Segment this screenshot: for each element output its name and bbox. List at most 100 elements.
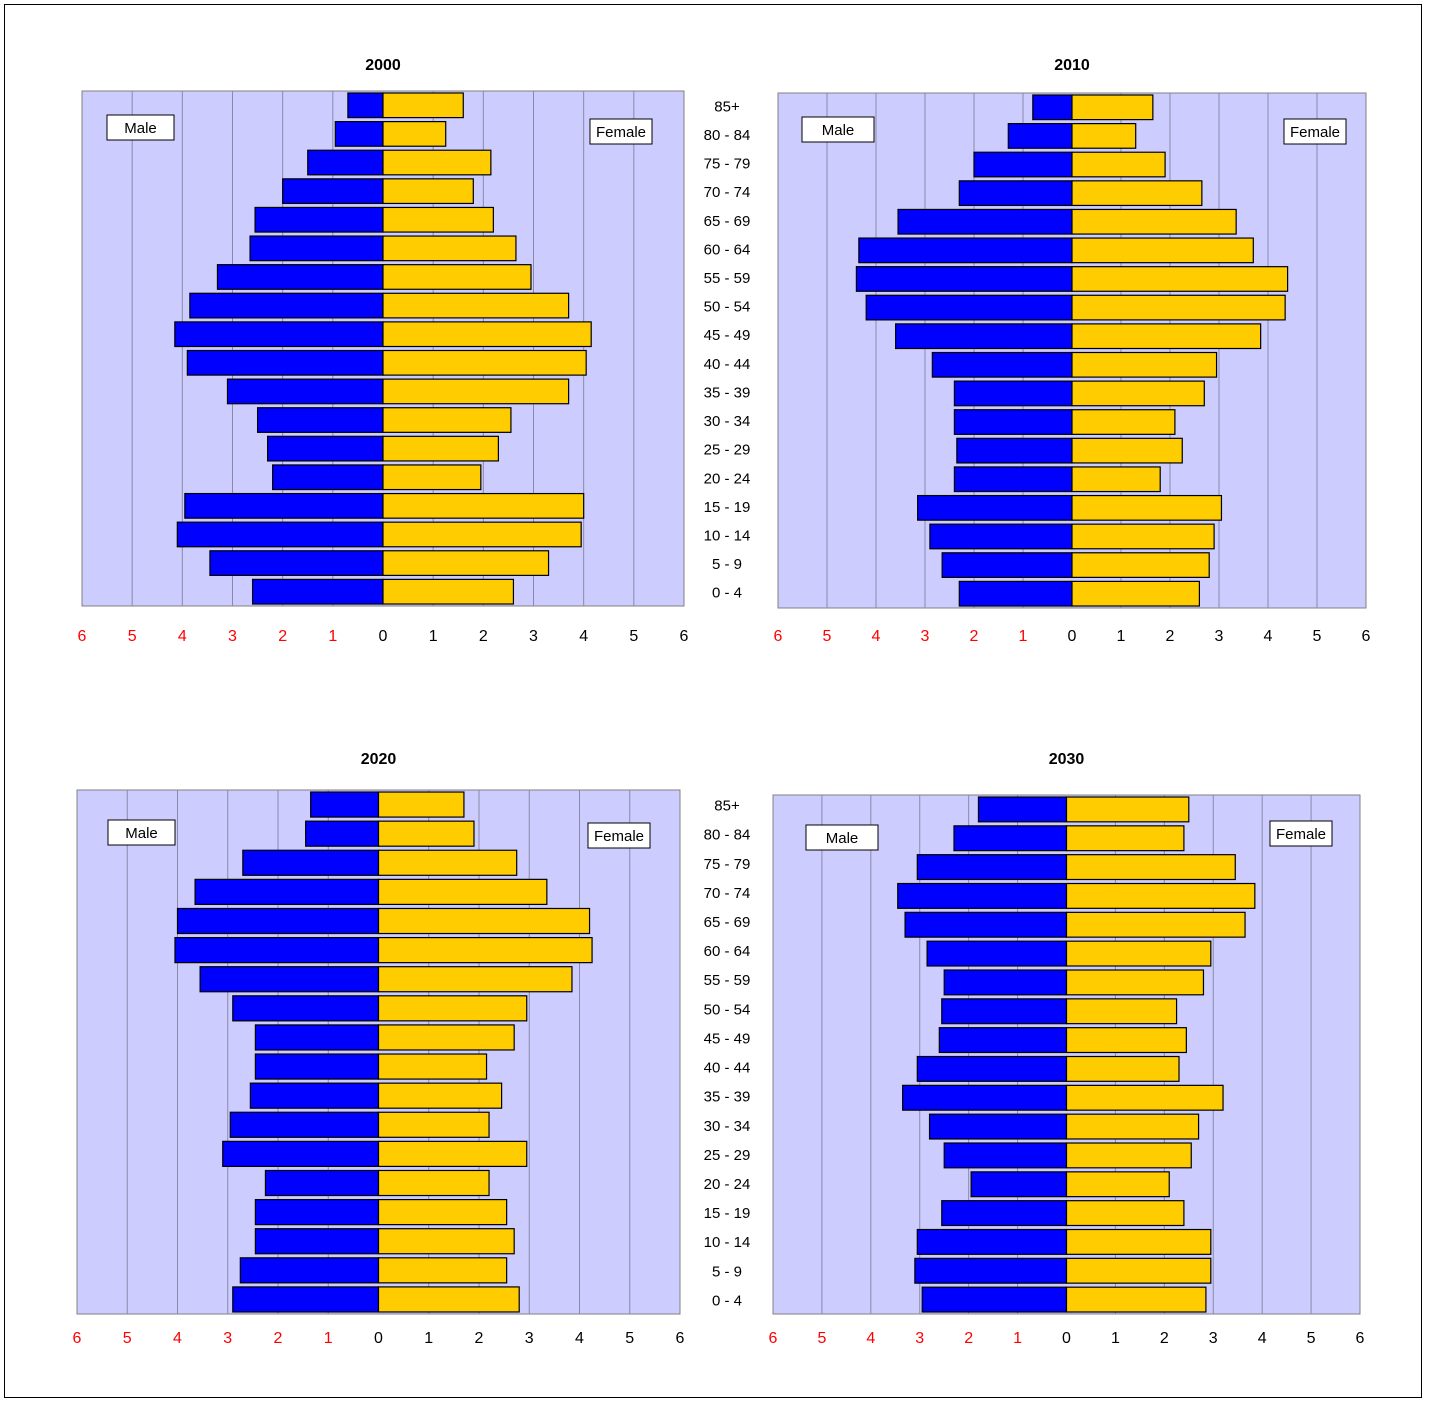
bar-male xyxy=(175,938,379,963)
x-tick-label: 2 xyxy=(1166,628,1175,645)
x-tick-label: 1 xyxy=(1013,1330,1022,1347)
bar-male xyxy=(922,1287,1066,1312)
bar-female xyxy=(383,122,446,147)
x-tick-label: 5 xyxy=(1313,628,1322,645)
bar-female xyxy=(1072,410,1175,435)
bar-female xyxy=(383,465,481,490)
age-group-label: 60 - 64 xyxy=(704,943,751,960)
x-tick-label: 6 xyxy=(78,628,87,645)
bar-male xyxy=(942,1201,1067,1226)
x-tick-label: 5 xyxy=(629,628,638,645)
bar-male xyxy=(971,1172,1066,1197)
male-label: Male xyxy=(826,830,859,847)
bar-male xyxy=(230,1112,378,1137)
age-group-label: 10 - 14 xyxy=(704,1234,751,1251)
bar-female xyxy=(379,821,474,846)
bar-female xyxy=(379,879,547,904)
bar-male xyxy=(195,879,378,904)
bar-female xyxy=(1072,524,1214,549)
x-tick-label: 4 xyxy=(173,1330,182,1347)
bar-male xyxy=(915,1258,1067,1283)
bar-female xyxy=(1072,467,1160,492)
bar-male xyxy=(240,1258,378,1283)
bar-female xyxy=(383,494,584,519)
bar-female xyxy=(383,207,493,232)
x-tick-label: 2 xyxy=(479,628,488,645)
bar-female xyxy=(379,1141,527,1166)
x-tick-label: 3 xyxy=(228,628,237,645)
x-tick-label: 1 xyxy=(424,1330,433,1347)
age-group-label: 60 - 64 xyxy=(704,241,751,258)
bar-male xyxy=(957,438,1072,463)
bar-male xyxy=(898,209,1072,234)
x-tick-label: 4 xyxy=(178,628,187,645)
bar-male xyxy=(306,821,379,846)
age-group-label: 45 - 49 xyxy=(704,327,751,344)
chart-title: 2000 xyxy=(365,57,401,74)
bar-female xyxy=(383,351,586,376)
x-tick-label: 3 xyxy=(529,628,538,645)
age-group-label: 20 - 24 xyxy=(704,1176,751,1193)
age-group-label: 25 - 29 xyxy=(704,442,751,459)
age-group-label: 40 - 44 xyxy=(704,356,751,373)
age-group-label: 35 - 39 xyxy=(704,1089,751,1106)
x-tick-label: 1 xyxy=(1111,1330,1120,1347)
bar-female xyxy=(379,908,590,933)
bar-female xyxy=(1067,826,1184,851)
x-tick-label: 5 xyxy=(817,1330,826,1347)
x-tick-label: 2 xyxy=(475,1330,484,1347)
age-group-label: 50 - 54 xyxy=(704,299,751,316)
age-group-label: 0 - 4 xyxy=(712,1292,742,1309)
bar-female xyxy=(383,579,513,604)
age-group-label: 30 - 34 xyxy=(704,413,751,430)
x-tick-label: 3 xyxy=(525,1330,534,1347)
bar-female xyxy=(1072,267,1288,292)
bar-male xyxy=(210,551,383,576)
x-tick-label: 6 xyxy=(1356,1330,1365,1347)
bar-male xyxy=(250,1083,378,1108)
female-label: Female xyxy=(594,828,644,845)
bar-female xyxy=(383,179,473,204)
bar-male xyxy=(954,826,1067,851)
x-tick-label: 3 xyxy=(1209,1330,1218,1347)
bar-male xyxy=(930,524,1072,549)
x-tick-label: 2 xyxy=(278,628,287,645)
x-tick-label: 4 xyxy=(575,1330,584,1347)
bar-male xyxy=(255,1200,378,1225)
bar-female xyxy=(1067,1143,1192,1168)
x-tick-label: 0 xyxy=(374,1330,383,1347)
x-tick-label: 3 xyxy=(921,628,930,645)
age-group-label: 20 - 24 xyxy=(704,470,751,487)
bar-female xyxy=(379,1200,507,1225)
bar-female xyxy=(379,996,527,1021)
bar-female xyxy=(1072,124,1136,149)
bar-female xyxy=(1072,553,1209,578)
age-group-label: 80 - 84 xyxy=(704,827,751,844)
chart-title: 2020 xyxy=(361,751,397,768)
bar-female xyxy=(1072,238,1253,263)
bar-female xyxy=(1067,1057,1180,1082)
x-tick-label: 4 xyxy=(579,628,588,645)
chart-title: 2010 xyxy=(1054,57,1090,74)
x-tick-label: 3 xyxy=(1215,628,1224,645)
x-tick-label: 1 xyxy=(429,628,438,645)
bar-male xyxy=(250,236,383,261)
male-label: Male xyxy=(125,825,158,842)
bar-female xyxy=(1067,1028,1187,1053)
bar-male xyxy=(898,884,1067,909)
bar-female xyxy=(379,1287,520,1312)
bar-female xyxy=(379,1170,490,1195)
bar-male xyxy=(932,353,1072,378)
x-tick-label: 5 xyxy=(625,1330,634,1347)
x-tick-label: 3 xyxy=(223,1330,232,1347)
male-label: Male xyxy=(124,120,157,137)
age-group-label: 25 - 29 xyxy=(704,1147,751,1164)
bar-female xyxy=(1067,912,1246,937)
bar-male xyxy=(311,792,379,817)
bar-male xyxy=(903,1085,1067,1110)
bar-female xyxy=(379,1054,487,1079)
age-group-label: 5 - 9 xyxy=(712,1263,742,1280)
bar-male xyxy=(233,1287,379,1312)
bar-male xyxy=(265,1170,378,1195)
bar-male xyxy=(258,408,383,433)
